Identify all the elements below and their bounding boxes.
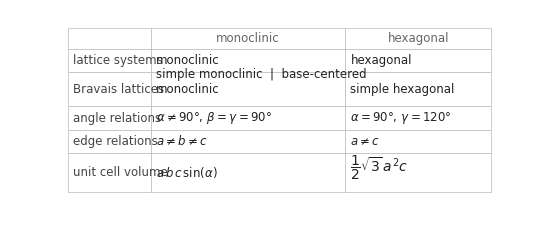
Bar	[346, 153, 491, 192]
Bar	[151, 49, 346, 72]
Bar	[346, 106, 491, 130]
Text: $a \neq c$: $a \neq c$	[351, 135, 381, 148]
Bar	[68, 106, 151, 130]
Text: lattice systems: lattice systems	[73, 54, 163, 67]
Text: $\alpha = 90°,\, \gamma = 120°$: $\alpha = 90°,\, \gamma = 120°$	[351, 110, 452, 126]
Text: simple monoclinic  |  base-centered
monoclinic: simple monoclinic | base-centered monocl…	[156, 68, 366, 96]
Text: angle relations: angle relations	[73, 112, 162, 125]
Text: Bravais lattices: Bravais lattices	[73, 83, 164, 96]
Text: hexagonal: hexagonal	[351, 54, 412, 67]
Bar	[68, 28, 151, 49]
Text: simple hexagonal: simple hexagonal	[351, 83, 455, 96]
Text: hexagonal: hexagonal	[388, 32, 449, 45]
Bar	[68, 153, 151, 192]
Text: $a \neq b \neq c$: $a \neq b \neq c$	[156, 135, 207, 148]
Bar	[151, 28, 346, 49]
Bar	[346, 72, 491, 106]
Bar	[68, 72, 151, 106]
Text: monoclinic: monoclinic	[156, 54, 219, 67]
Text: monoclinic: monoclinic	[216, 32, 280, 45]
Bar	[151, 106, 346, 130]
Text: edge relations: edge relations	[73, 135, 158, 148]
Text: $\dfrac{1}{2}\sqrt{3}\, a^2 c$: $\dfrac{1}{2}\sqrt{3}\, a^2 c$	[351, 153, 408, 182]
Bar	[346, 130, 491, 153]
Text: unit cell volume: unit cell volume	[73, 166, 168, 179]
Text: $\alpha \neq 90°,\, \beta = \gamma = 90°$: $\alpha \neq 90°,\, \beta = \gamma = 90°…	[156, 110, 272, 126]
Bar	[151, 72, 346, 106]
Bar	[151, 153, 346, 192]
Bar	[68, 130, 151, 153]
Bar	[151, 130, 346, 153]
Bar	[68, 49, 151, 72]
Bar	[346, 28, 491, 49]
Bar	[346, 49, 491, 72]
Text: $a\, b\, c\, \sin(\alpha)$: $a\, b\, c\, \sin(\alpha)$	[156, 165, 217, 180]
